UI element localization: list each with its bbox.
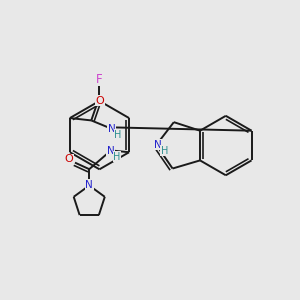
Text: H: H: [113, 152, 121, 162]
Text: N: N: [107, 146, 115, 156]
Text: N: N: [85, 180, 93, 190]
Text: O: O: [65, 154, 74, 164]
Text: N: N: [154, 140, 162, 150]
Text: H: H: [114, 130, 122, 140]
Text: N: N: [108, 124, 116, 134]
Text: H: H: [161, 146, 168, 156]
Text: O: O: [95, 95, 104, 106]
Text: F: F: [96, 73, 103, 86]
